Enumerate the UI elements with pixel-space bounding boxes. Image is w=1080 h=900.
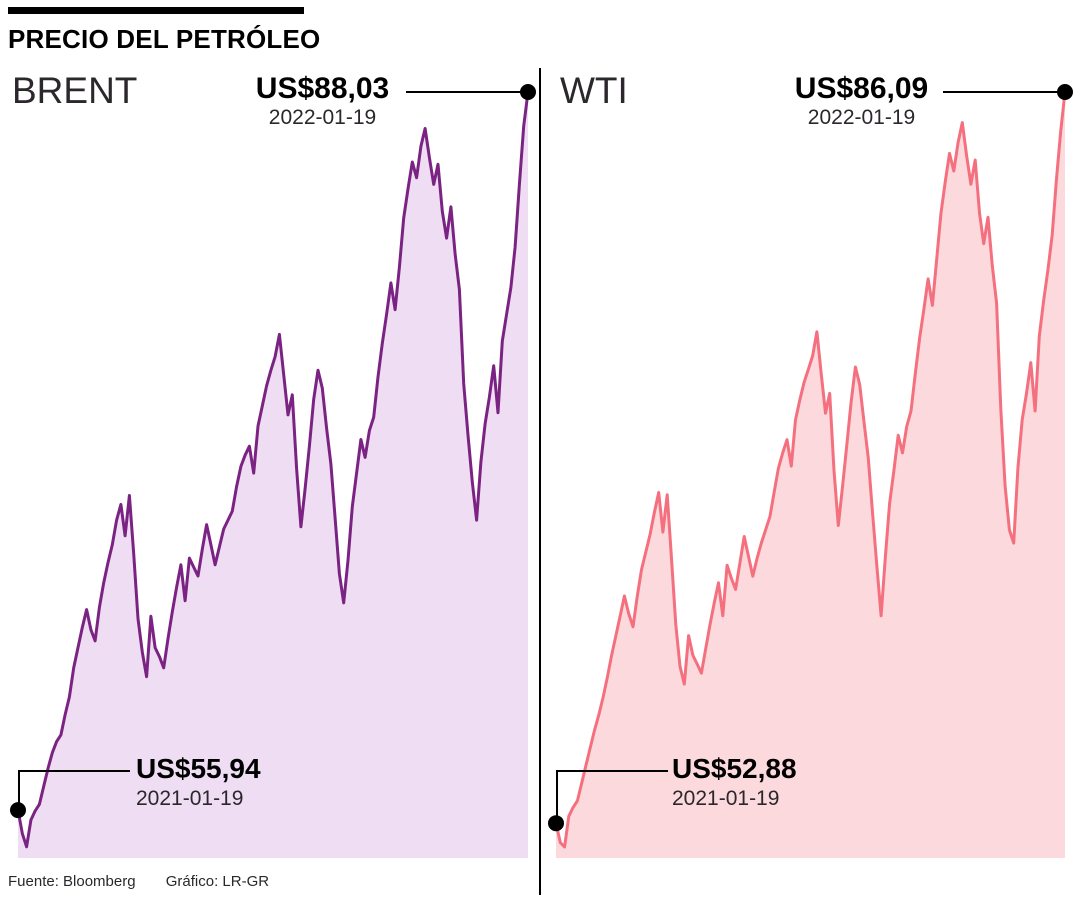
brent-area-chart [10,84,536,858]
brent-series-label: BRENT [12,70,138,111]
brent-end-annotation: US$88,03 2022-01-19 [240,72,405,131]
brent-end-date: 2022-01-19 [268,106,377,129]
wti-start-date: 2021-01-19 [672,787,780,811]
brent-start-price: US$55,94 [136,753,261,784]
brent-chart-panel: BRENT US$88,03 2022-01-19 US$55,94 2021-… [0,0,538,900]
brent-start-annotation: US$55,94 2021-01-19 [136,753,261,812]
page-title: PRECIO DEL PETRÓLEO [8,24,321,54]
panel-divider-line [539,68,541,895]
wti-end-date: 2022-01-19 [807,106,916,129]
wti-area-chart [548,84,1073,858]
wti-end-annotation: US$86,09 2022-01-19 [779,72,944,131]
wti-start-price: US$52,88 [672,753,797,784]
wti-end-price: US$86,09 [794,72,929,105]
brent-start-date: 2021-01-19 [136,787,244,811]
footer-credits: Fuente: Bloomberg Gráfico: LR-GR [8,873,269,890]
brent-end-price: US$88,03 [255,72,390,105]
wti-series-label: WTI [560,70,628,111]
footer-credit: Gráfico: LR-GR [165,873,270,890]
footer-source: Fuente: Bloomberg [8,873,136,890]
title-rule-bar [8,7,304,14]
wti-start-annotation: US$52,88 2021-01-19 [672,753,797,812]
wti-chart-panel: WTI US$86,09 2022-01-19 US$52,88 2021-01… [544,0,1080,900]
